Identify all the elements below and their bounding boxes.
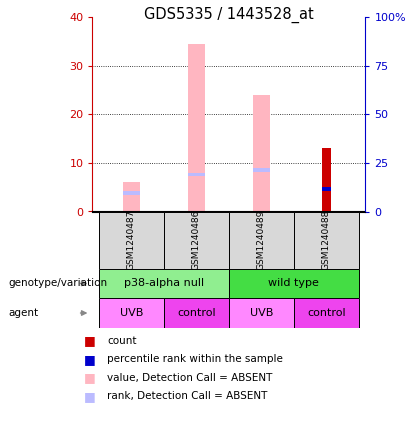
Text: ■: ■ <box>84 334 96 347</box>
Bar <box>322 148 331 212</box>
Bar <box>188 173 205 176</box>
FancyBboxPatch shape <box>294 212 359 269</box>
Text: UVB: UVB <box>250 308 273 318</box>
Bar <box>123 182 139 212</box>
Text: ■: ■ <box>84 353 96 365</box>
FancyBboxPatch shape <box>229 269 359 298</box>
Bar <box>253 168 270 172</box>
FancyBboxPatch shape <box>164 298 229 328</box>
FancyBboxPatch shape <box>229 298 294 328</box>
FancyBboxPatch shape <box>294 298 359 328</box>
Text: ■: ■ <box>84 390 96 403</box>
Text: rank, Detection Call = ABSENT: rank, Detection Call = ABSENT <box>107 391 268 401</box>
FancyBboxPatch shape <box>99 212 164 269</box>
Text: GSM1240489: GSM1240489 <box>257 210 266 270</box>
Bar <box>253 95 270 212</box>
Text: GSM1240486: GSM1240486 <box>192 210 201 270</box>
Bar <box>188 44 205 212</box>
Text: control: control <box>177 308 216 318</box>
Text: control: control <box>307 308 346 318</box>
Text: p38-alpha null: p38-alpha null <box>124 278 204 288</box>
Bar <box>322 187 331 191</box>
FancyBboxPatch shape <box>99 298 164 328</box>
FancyBboxPatch shape <box>229 212 294 269</box>
Text: percentile rank within the sample: percentile rank within the sample <box>107 354 283 364</box>
Text: agent: agent <box>8 308 39 318</box>
FancyBboxPatch shape <box>99 269 229 298</box>
Text: GDS5335 / 1443528_at: GDS5335 / 1443528_at <box>144 6 314 22</box>
Text: value, Detection Call = ABSENT: value, Detection Call = ABSENT <box>107 373 273 383</box>
Text: genotype/variation: genotype/variation <box>8 278 108 288</box>
Bar <box>123 191 139 195</box>
Text: count: count <box>107 335 136 346</box>
Text: UVB: UVB <box>120 308 143 318</box>
Text: ■: ■ <box>84 371 96 384</box>
Text: GSM1240487: GSM1240487 <box>127 210 136 270</box>
Text: wild type: wild type <box>268 278 319 288</box>
Text: GSM1240488: GSM1240488 <box>322 210 331 270</box>
FancyBboxPatch shape <box>164 212 229 269</box>
